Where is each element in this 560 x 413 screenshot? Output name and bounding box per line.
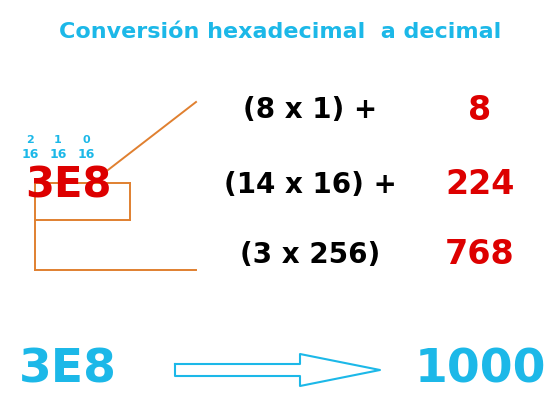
Text: 1000: 1000 bbox=[414, 347, 546, 392]
Text: Conversión hexadecimal  a decimal: Conversión hexadecimal a decimal bbox=[59, 22, 501, 42]
Text: 768: 768 bbox=[445, 238, 515, 271]
Text: (8 x 1) +: (8 x 1) + bbox=[243, 96, 377, 124]
Text: (14 x 16) +: (14 x 16) + bbox=[223, 171, 396, 199]
Text: 224: 224 bbox=[445, 169, 515, 202]
Text: (3 x 256): (3 x 256) bbox=[240, 241, 380, 269]
Text: 2: 2 bbox=[26, 135, 34, 145]
Text: 16: 16 bbox=[77, 147, 95, 161]
Text: 3E8: 3E8 bbox=[19, 347, 117, 392]
Text: 16: 16 bbox=[21, 147, 39, 161]
Text: 0: 0 bbox=[82, 135, 90, 145]
Text: 8: 8 bbox=[468, 93, 492, 126]
Text: 1: 1 bbox=[54, 135, 62, 145]
Text: 3E8: 3E8 bbox=[25, 164, 111, 206]
Text: 16: 16 bbox=[49, 147, 67, 161]
